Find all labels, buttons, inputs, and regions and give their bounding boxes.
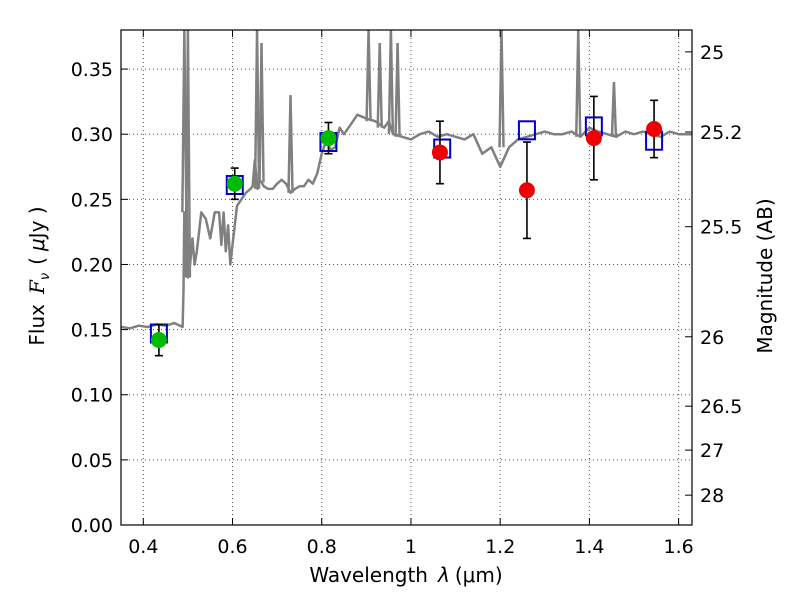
y2-tick-label: 26.5 [700,396,742,418]
emission-line-spike [184,30,192,278]
y-tick-label: 0.25 [71,189,113,211]
nir-flux-point [518,182,535,199]
grid [121,30,692,525]
x-tick-label: 0.8 [307,536,337,558]
emission-line-spike [253,30,261,189]
nir-flux-point [585,130,602,147]
y-tick-label: 0.10 [71,385,113,407]
y2-tick-label: 25.5 [700,217,742,239]
emission-line-spike [394,42,401,137]
x-tick-label: 1.4 [574,536,604,558]
emission-line-spike [610,82,618,137]
plot-area [121,30,692,357]
y-axis-title: FluxFν(μJy ) [25,206,53,345]
y2-tick-label: 28 [700,485,724,507]
emission-line-spike [376,42,383,128]
nir-flux-point [431,144,448,161]
x-tick-label: 0.6 [217,536,247,558]
y-tick-label: 0.35 [71,59,113,81]
x-tick-label: 1.2 [485,536,515,558]
emission-line-spike [498,30,505,148]
emission-line-spike [387,30,395,135]
y2-tick-label: 25.2 [700,122,742,144]
optical-flux-point [320,130,337,147]
optical-flux-point [150,332,167,349]
axis-ticks: 0.4 0.6 0.8 1 1.2 1.4 1.6 0.00 0.05 0.10 0.15 0.20 0… [71,30,742,558]
emission-line-spike [574,30,582,137]
nir-flux-point [646,121,663,137]
x-tick-label: 1.6 [664,536,694,558]
emission-line-spike [365,30,372,122]
x-axis-title: Wavelength λ (μm) [309,563,502,587]
y-tick-label: 0.30 [71,124,113,146]
emission-line-spike [287,95,294,193]
synthetic-flux-square [517,120,536,141]
model-spectrum-line [121,113,692,330]
y-tick-label: 0.20 [71,254,113,276]
y-tick-label: 0.05 [71,450,113,472]
y2-tick-label: 27 [700,440,724,462]
y2-tick-label: 25 [700,42,724,64]
optical-flux-point [226,175,243,192]
x-tick-label: 1 [405,536,417,558]
y-tick-label: 0.15 [71,320,113,342]
emission-line-spike [258,43,265,183]
y2-axis-title: Magnitude (AB) [753,198,777,353]
plot-frame [120,29,693,526]
emission-line-spike [181,30,188,213]
y2-tick-label: 26 [700,327,724,349]
y-tick-label: 0.00 [71,515,113,537]
x-tick-label: 0.4 [128,536,158,558]
